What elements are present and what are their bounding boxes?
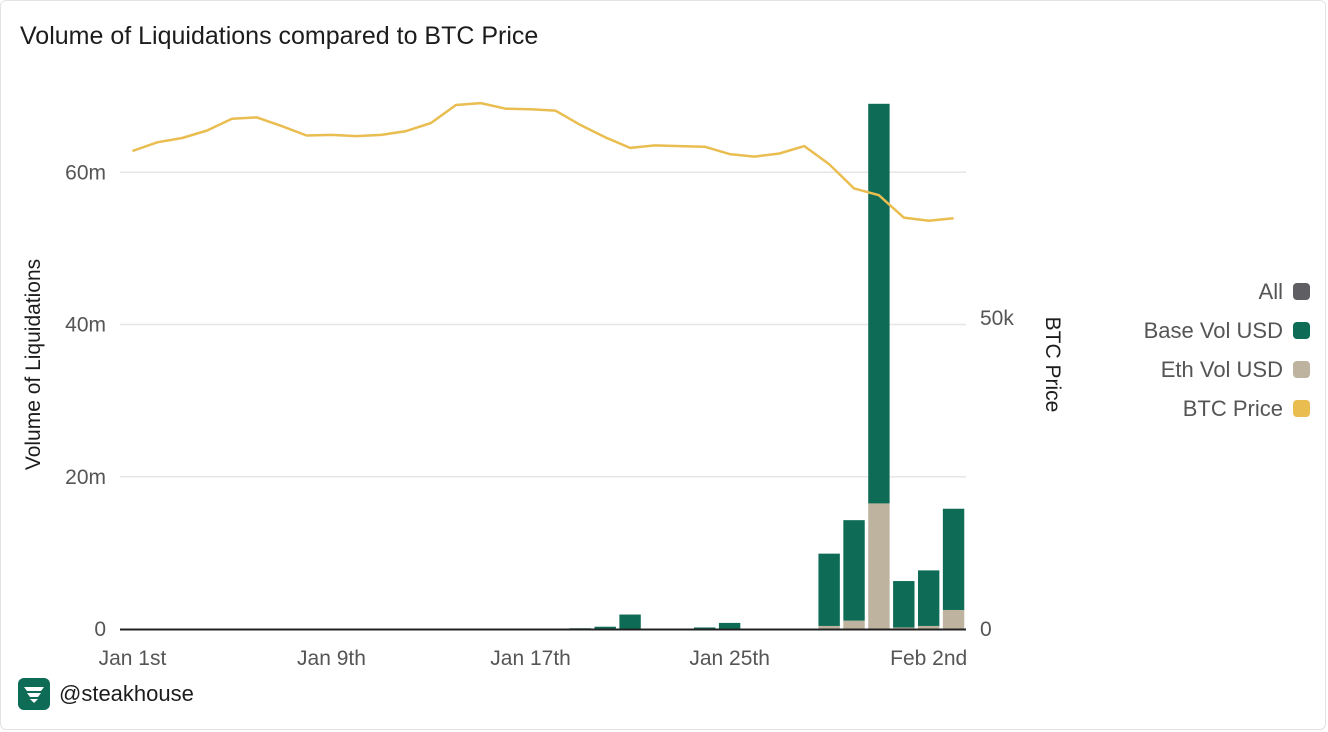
- x-tick-label: Jan 25th: [689, 647, 770, 670]
- footer-handle: @steakhouse: [59, 681, 194, 706]
- bar-base-vol: [843, 520, 865, 621]
- x-tick-label: Jan 9th: [297, 647, 366, 670]
- bar-base-vol: [917, 570, 940, 626]
- chart-title: Volume of Liquidations compared to BTC P…: [20, 22, 539, 50]
- y2-tick-label: 50k: [980, 307, 1014, 330]
- bar-base-vol: [619, 614, 641, 629]
- bar-base-vol: [594, 626, 616, 629]
- bar-base-vol: [893, 581, 915, 628]
- x-tick-label: Jan 1st: [99, 647, 167, 670]
- legend-swatch-icon: [1293, 283, 1310, 300]
- x-tick-label: Feb 2nd: [890, 647, 967, 670]
- legend-item-base-vol[interactable]: Base Vol USD: [1144, 311, 1310, 350]
- bar-eth-vol: [917, 625, 940, 629]
- bar-eth-vol: [868, 503, 890, 629]
- y-tick-label: 40m: [65, 314, 106, 337]
- legend-item-eth-vol[interactable]: Eth Vol USD: [1144, 350, 1310, 389]
- legend-item-btc-price[interactable]: BTC Price: [1144, 389, 1310, 428]
- bar-base-vol: [718, 622, 741, 629]
- legend-label: All: [1258, 278, 1283, 304]
- legend-label: BTC Price: [1182, 395, 1283, 421]
- legend-swatch-icon: [1293, 322, 1310, 339]
- legend-item-all[interactable]: All: [1144, 272, 1310, 311]
- bar-base-vol: [818, 553, 840, 626]
- steakhouse-logo-icon: [18, 678, 50, 710]
- y2-tick-label: 0: [980, 618, 992, 641]
- bar-base-vol: [868, 103, 890, 504]
- footer: @steakhouse: [18, 678, 194, 710]
- bar-eth-vol: [893, 627, 915, 629]
- y-tick-label: 20m: [65, 466, 106, 489]
- btc-price-line: [131, 101, 954, 222]
- y-tick-label: 60m: [65, 161, 106, 184]
- x-tick-label: Jan 17th: [490, 647, 571, 670]
- y-axis-label: Volume of Liquidations: [22, 259, 45, 470]
- legend-label: Eth Vol USD: [1160, 356, 1283, 382]
- legend-label: Base Vol USD: [1143, 317, 1283, 343]
- y2-axis-label: BTC Price: [1041, 317, 1064, 413]
- bar-eth-vol: [843, 620, 865, 629]
- bar-eth-vol: [818, 625, 840, 629]
- bar-base-vol: [694, 627, 716, 629]
- legend-swatch-icon: [1293, 361, 1310, 378]
- legend: All Base Vol USD Eth Vol USD BTC Price: [1144, 272, 1310, 428]
- legend-swatch-icon: [1293, 400, 1310, 417]
- y-tick-label: 0: [94, 618, 106, 641]
- bar-eth-vol: [942, 609, 965, 629]
- bar-base-vol: [942, 508, 965, 610]
